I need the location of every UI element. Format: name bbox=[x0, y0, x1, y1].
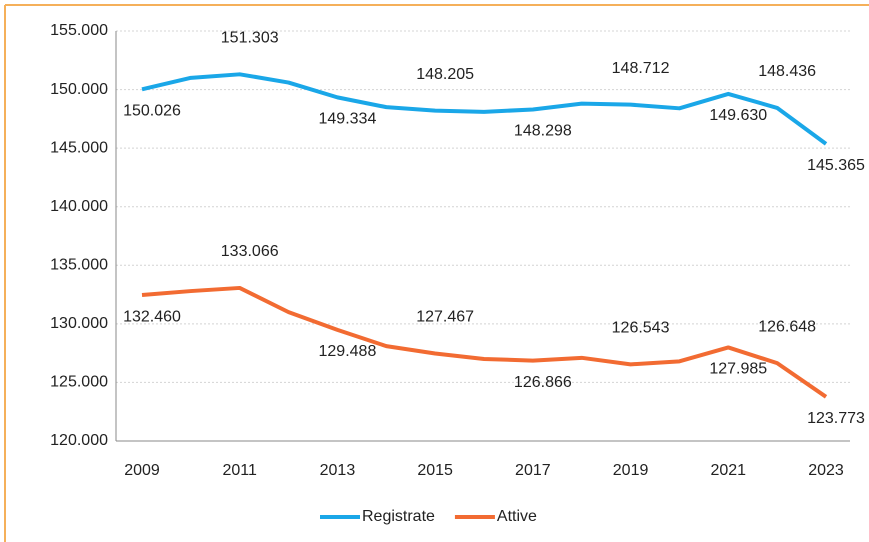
x-tick-label: 2021 bbox=[710, 462, 746, 479]
data-label: 145.365 bbox=[807, 157, 865, 174]
x-tick-label: 2015 bbox=[417, 462, 453, 479]
data-label: 149.334 bbox=[319, 111, 377, 128]
y-tick-label: 150.000 bbox=[50, 81, 108, 98]
legend-label: Registrate bbox=[362, 508, 435, 525]
data-label: 151.303 bbox=[221, 30, 279, 47]
series-line bbox=[141, 72, 828, 146]
data-label: 148.298 bbox=[514, 123, 572, 140]
data-label: 148.436 bbox=[758, 63, 816, 80]
y-tick-label: 130.000 bbox=[50, 315, 108, 332]
series-line bbox=[141, 285, 828, 399]
data-label: 127.985 bbox=[709, 361, 767, 378]
data-label: 123.773 bbox=[807, 410, 865, 427]
data-label: 149.630 bbox=[709, 107, 767, 124]
x-tick-label: 2023 bbox=[808, 462, 844, 479]
data-label: 126.543 bbox=[612, 320, 670, 337]
x-tick-label: 2017 bbox=[515, 462, 551, 479]
data-label: 148.712 bbox=[612, 60, 670, 77]
data-label: 126.648 bbox=[758, 318, 816, 335]
data-label: 148.205 bbox=[416, 66, 474, 83]
data-label: 132.460 bbox=[123, 308, 181, 325]
y-tick-label: 155.000 bbox=[50, 22, 108, 39]
data-label: 129.488 bbox=[319, 343, 377, 360]
data-label: 127.467 bbox=[416, 309, 474, 326]
y-tick-label: 120.000 bbox=[50, 432, 108, 449]
y-tick-label: 145.000 bbox=[50, 139, 108, 156]
data-label: 126.866 bbox=[514, 374, 572, 391]
y-tick-label: 125.000 bbox=[50, 374, 108, 391]
y-tick-label: 135.000 bbox=[50, 257, 108, 274]
legend-label: Attive bbox=[497, 508, 537, 525]
x-tick-label: 2013 bbox=[320, 462, 356, 479]
x-tick-label: 2009 bbox=[124, 462, 160, 479]
data-label: 150.026 bbox=[123, 102, 181, 119]
x-tick-label: 2019 bbox=[613, 462, 649, 479]
x-tick-label: 2011 bbox=[223, 462, 258, 479]
y-tick-label: 140.000 bbox=[50, 198, 108, 215]
data-label: 133.066 bbox=[221, 243, 279, 260]
